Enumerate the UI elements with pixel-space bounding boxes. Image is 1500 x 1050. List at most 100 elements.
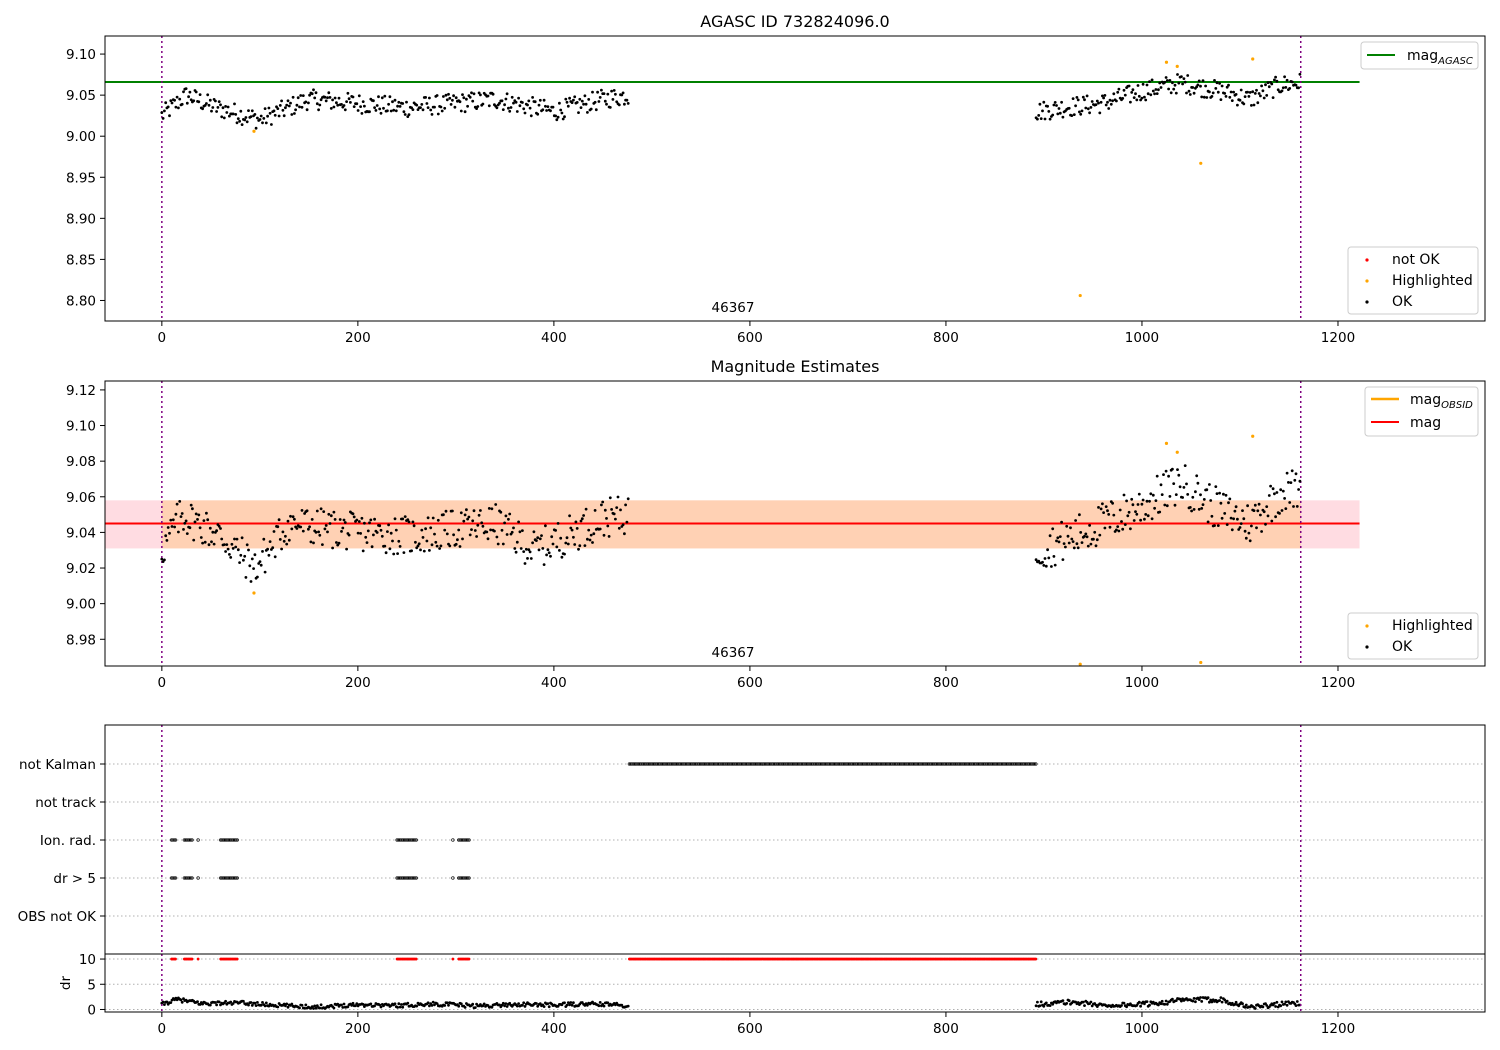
dr-point [1048,1004,1052,1007]
dr-point [517,1002,520,1005]
ok-point [468,95,472,99]
ok-point [206,518,210,522]
dr-point [457,1004,461,1008]
ok-point [271,546,275,550]
ok-point [402,110,406,114]
ok-point [528,550,532,554]
ok-point [249,580,253,583]
panel-magnitude-legend-upper: magOBSID mag [1364,386,1479,437]
ok-point [382,106,385,110]
ok-point [439,544,443,548]
dr-point [319,1003,323,1007]
legend-ok-marker [1365,300,1369,304]
ok-point [365,541,369,544]
ok-point [1083,534,1086,538]
ok-point [428,96,431,100]
ok-point [276,107,280,110]
ok-point [462,519,466,523]
ok-point [1169,91,1173,95]
ok-point [1139,518,1142,522]
ok-point [1037,114,1041,117]
ok-point [1219,98,1223,101]
panel-flags: not Kalman not track Ion. rad. dr > 5 OBS no… [18,724,1486,955]
legend2-highlighted-label: Highlighted [1392,618,1473,634]
ok-point [360,516,364,520]
legend2-lower-box [1347,612,1479,660]
ok-point [1153,506,1156,510]
dr-point [523,1005,527,1008]
dr-point [1265,1004,1269,1007]
ok-point [1085,535,1089,539]
ok-point [591,90,594,94]
ok-point [1053,563,1057,567]
panel-magnitude-axes: 0 200 400 600 800 1000 1200 8.98 9.00 9.02 9.04 9.0… [66,383,1355,691]
ok-point [573,543,577,546]
ok-point [527,99,531,103]
flag-label-0: not Kalman [19,757,96,773]
ok-point [1088,524,1091,527]
ok-point [340,103,343,106]
ok-point [1232,90,1235,94]
ok-point [231,112,235,116]
flag-point [234,876,238,880]
ok-point [1255,526,1258,530]
ok-point [523,111,527,115]
ok-point [1047,556,1051,560]
ok-point [262,117,266,120]
ok-point [212,542,216,546]
ok-point [1287,481,1290,484]
ok-point [1210,95,1214,98]
ok-point [244,116,248,119]
ok-point [226,547,230,551]
p4-xtick-label-200: 200 [345,1021,371,1037]
dr-point [490,1005,494,1009]
ok-point [284,534,287,538]
ok-point [1236,103,1239,107]
ok-point [1223,92,1227,95]
ok-point [1237,528,1241,531]
ok-point [220,537,224,541]
ok-point [327,91,331,95]
ok-point [1227,501,1230,505]
ok-point [526,103,529,107]
ok-point [426,106,430,109]
ok-point [451,98,454,102]
ok-point [547,551,551,555]
p2-xtick-label-1000: 1000 [1125,675,1159,691]
panel-agasc-plot-area [105,36,1360,321]
legend2-ok-label: OK [1392,639,1413,655]
ok-point [287,538,291,542]
p4-xtick-label-1200: 1200 [1321,1021,1355,1037]
dr-point [1039,1000,1043,1004]
ok-point [238,561,242,564]
ok-point [1191,495,1195,499]
ok-point [433,105,436,109]
ok-point [1098,111,1102,115]
legend-mag-label: mag [1410,415,1441,431]
ok-point [329,107,333,110]
p2-xtick-label-1200: 1200 [1321,675,1355,691]
ok-point [1264,522,1267,526]
dr-point [163,1003,166,1006]
ok-point [419,106,422,109]
ok-point [1034,558,1038,562]
ok-point [305,509,309,513]
ok-point [454,542,458,546]
ok-point [1060,520,1063,524]
ok-point [1214,485,1218,488]
ok-point [593,100,597,104]
ok-point [368,110,371,114]
highlighted-point [252,129,256,133]
ok-point [1208,90,1211,94]
ok-point [228,114,231,118]
dr-point [1194,1000,1197,1004]
ok-point [624,503,627,507]
ok-point [1036,117,1039,121]
ok-point [1158,510,1162,514]
ok-point [235,121,239,125]
ok-point [1074,519,1077,522]
dr-point [304,1003,308,1007]
dr-point [435,1002,439,1005]
ok-point [564,97,568,101]
ok-point [226,105,230,109]
